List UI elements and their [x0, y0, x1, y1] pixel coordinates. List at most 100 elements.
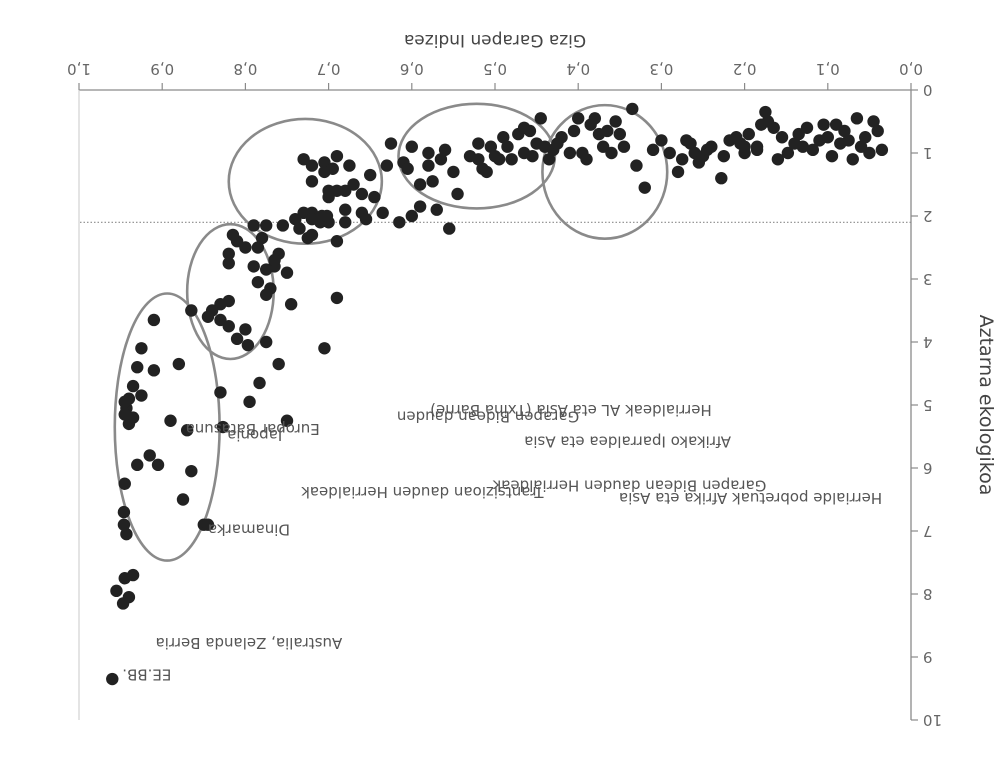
data-point [534, 112, 547, 125]
data-point [185, 464, 198, 478]
data-point [638, 181, 651, 194]
x-tick-label: 0,2 [733, 60, 757, 78]
labels-group: Giza Garapen Indizea Aztarna ekologikoa [404, 30, 997, 495]
data-point [380, 159, 394, 172]
data-point [601, 124, 614, 138]
data-point [422, 146, 435, 160]
data-point [305, 175, 319, 188]
data-point [243, 395, 256, 409]
x-tick-label: 0,8 [233, 60, 257, 78]
y-tick-label: 1 [923, 144, 933, 162]
data-point [825, 149, 839, 163]
annotation-afrikako: Afrikako Iparraldea eta Asia [524, 433, 731, 451]
data-point [318, 342, 331, 355]
annotations-group: EE.BB. Australia, Zelanda Berria Europar B… [122, 401, 882, 684]
data-point [106, 672, 119, 686]
data-point [542, 153, 556, 166]
data-point [413, 178, 427, 191]
data-point [293, 222, 306, 235]
cluster-ellipse-developing [397, 102, 557, 210]
y-axis-title: Aztarna ekologikoa [975, 315, 997, 496]
data-point [771, 153, 785, 166]
data-point [305, 228, 319, 242]
y-tick-label: 8 [923, 585, 933, 603]
data-point [705, 140, 718, 153]
annotation-garapen-bidean-1: Garapen Bidean dauden [397, 407, 579, 425]
data-point [320, 209, 334, 223]
data-point [330, 291, 344, 305]
annotation-herrialdeak-al: Herrialdeak AL eta Asia (Txina Barne) [430, 401, 712, 419]
data-point [401, 162, 414, 175]
data-point [393, 216, 406, 229]
data-point [359, 212, 373, 226]
data-point [343, 159, 356, 172]
data-point [260, 335, 273, 349]
data-point [413, 200, 427, 213]
data-point [426, 175, 439, 188]
y-tick-label: 4 [923, 333, 933, 351]
data-point [284, 298, 298, 311]
data-point [526, 149, 539, 163]
data-point [251, 275, 265, 289]
data-point [567, 124, 581, 138]
data-point [239, 323, 252, 336]
data-point [255, 231, 269, 245]
data-point [472, 137, 485, 150]
data-point [172, 357, 186, 371]
data-point [655, 134, 668, 147]
data-point [122, 392, 136, 405]
x-tick-label: 0,3 [649, 60, 673, 78]
data-point [222, 257, 235, 270]
data-point [339, 203, 352, 216]
data-point [738, 140, 751, 153]
data-point [676, 153, 689, 166]
data-point [405, 140, 418, 153]
data-point [443, 222, 456, 235]
y-tick-label: 6 [923, 459, 933, 477]
data-point [523, 124, 537, 138]
y-tick-label: 3 [923, 270, 933, 288]
axes-group: 0,0 0,1 0,2 0,3 0,4 0,5 0,6 0,7 0,8 0,9 1,0 0 1 2 3 4 5 6… [67, 60, 942, 729]
data-point [796, 140, 810, 153]
y-tick-label: 2 [923, 207, 933, 225]
data-point [322, 190, 335, 204]
x-tick-label: 0,9 [150, 60, 174, 78]
annotation-japonia: Japonia [227, 426, 283, 444]
data-point [147, 313, 161, 327]
data-point [842, 134, 855, 147]
data-point [280, 266, 294, 279]
y-tick-label: 0 [923, 81, 933, 99]
data-point [251, 241, 265, 254]
data-point [118, 477, 131, 490]
x-tick-label: 0,7 [317, 60, 341, 78]
y-tick-label: 9 [923, 648, 933, 666]
data-point [117, 518, 131, 531]
data-point [767, 121, 780, 134]
data-point [646, 143, 660, 157]
x-tick-label: 1,0 [67, 60, 91, 78]
data-point [330, 149, 344, 163]
data-point [781, 146, 795, 160]
data-point [376, 206, 389, 220]
data-point [260, 219, 273, 232]
data-point [135, 342, 148, 355]
data-point [572, 112, 585, 125]
data-point [241, 338, 255, 352]
data-point [715, 172, 728, 185]
data-point [247, 260, 260, 273]
annotation-europar: Europar Batasuna [185, 420, 319, 438]
data-point [817, 118, 830, 131]
data-point [806, 143, 820, 157]
data-point [492, 153, 506, 166]
y-tick-label: 10 [923, 711, 942, 729]
data-point [447, 165, 460, 179]
data-point [151, 458, 165, 472]
data-point [671, 165, 685, 179]
data-point [260, 288, 273, 301]
data-point [684, 137, 697, 150]
annotation-pobretuak: Herrialde pobretuak Afrika eta Asia [619, 489, 882, 507]
x-tick-label: 0,5 [483, 60, 507, 78]
data-point [339, 216, 352, 229]
data-point [185, 304, 198, 317]
